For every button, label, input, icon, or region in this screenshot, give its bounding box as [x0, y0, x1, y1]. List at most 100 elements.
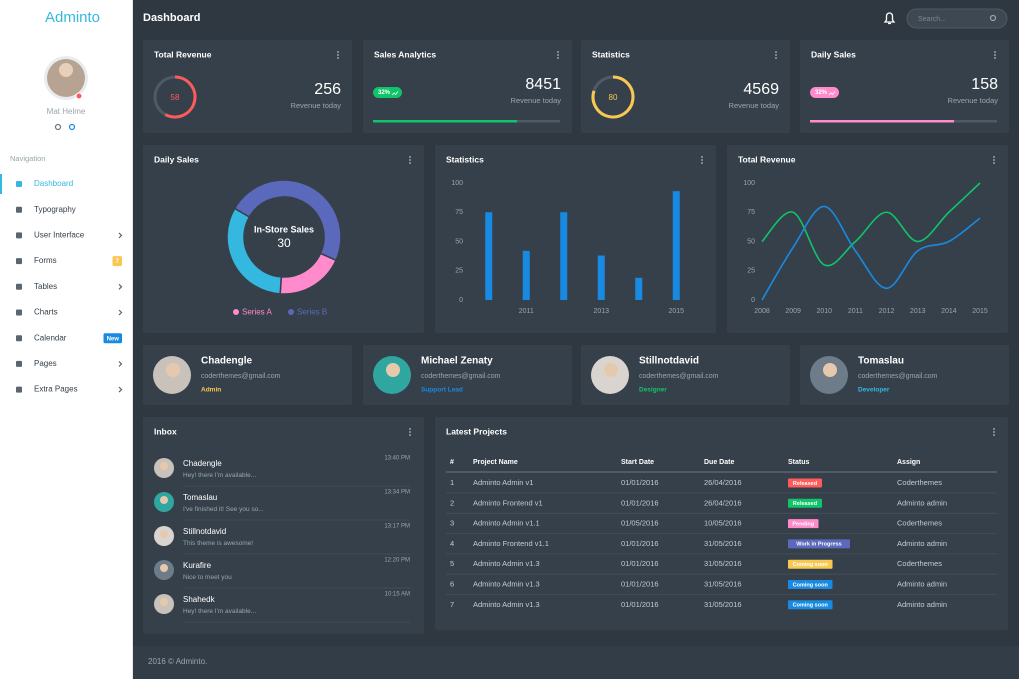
inbox-sender[interactable]: Chadengle [183, 459, 222, 468]
x-tick-label: 2008 [754, 308, 770, 315]
gauge-value: 58 [171, 93, 180, 102]
inbox-time: 10:15 AM [385, 592, 410, 598]
table-cell: 5 [450, 559, 454, 568]
menu-dot[interactable] [409, 431, 411, 433]
menu-dot[interactable] [993, 162, 995, 164]
table-cell: 01/01/2016 [621, 539, 659, 548]
menu-dot[interactable] [557, 54, 559, 56]
card [143, 40, 352, 133]
logout-icon[interactable] [68, 123, 76, 131]
menu-dot[interactable] [409, 434, 411, 436]
submenu-arrow [118, 309, 123, 316]
table-cell: Adminto Admin v1.1 [473, 519, 540, 528]
menu-dot[interactable] [337, 51, 339, 53]
menu-dot[interactable] [993, 428, 995, 430]
table-cell: 31/05/2016 [704, 559, 742, 568]
contact-email: coderthemes@gmail.com [201, 373, 281, 380]
card-title: Inbox [154, 426, 177, 436]
menu-dot[interactable] [775, 51, 777, 53]
menu-dot[interactable] [337, 54, 339, 56]
logo[interactable]: Adminto [45, 9, 100, 26]
menu-item[interactable]: Forms [34, 256, 57, 265]
menu-dot[interactable] [993, 431, 995, 433]
contact-avatar-face [386, 363, 400, 377]
menu-icon [16, 206, 22, 213]
card-title: Total Revenue [738, 154, 796, 164]
submenu-arrow [118, 386, 123, 393]
search-box[interactable] [906, 8, 1008, 29]
menu-item[interactable]: Charts [34, 308, 58, 317]
menu-item[interactable]: Calendar [34, 333, 67, 342]
contact-role: Designer [639, 387, 667, 394]
menu-item[interactable]: Extra Pages [34, 385, 78, 394]
active-indicator [0, 174, 2, 194]
menu-dot[interactable] [337, 57, 339, 59]
menu-item[interactable]: Dashboard [34, 179, 73, 188]
table-cell: Adminto Admin v1.3 [473, 600, 540, 609]
contact-name: Tomaslau [858, 356, 904, 367]
inbox-message: Nice to meet you [183, 574, 232, 581]
search-icon[interactable] [989, 14, 997, 22]
menu-dot[interactable] [409, 162, 411, 164]
table-cell: 10/05/2016 [704, 519, 742, 528]
card [143, 417, 424, 634]
inbox-sender[interactable]: Stillnotdavid [183, 527, 226, 536]
status-badge [788, 559, 833, 569]
card-title: Daily Sales [811, 49, 856, 59]
y-tick-label: 100 [451, 180, 463, 187]
table-cell: Coderthemes [897, 559, 942, 568]
gauge-arc [164, 75, 197, 119]
contact-email: coderthemes@gmail.com [858, 373, 938, 380]
menu-dot[interactable] [409, 428, 411, 430]
inbox-message: Hey! there I'm available... [183, 472, 256, 479]
progress-bar [810, 120, 954, 123]
menu-badge [112, 256, 122, 267]
menu-dot[interactable] [994, 54, 996, 56]
menu-dot[interactable] [409, 156, 411, 158]
menu-dot[interactable] [701, 156, 703, 158]
menu-dot[interactable] [701, 162, 703, 164]
menu-dot[interactable] [994, 51, 996, 53]
table-cell: 26/04/2016 [704, 478, 742, 487]
user-avatar[interactable] [47, 59, 85, 97]
table-cell: 2 [450, 498, 454, 507]
card-title: Sales Analytics [374, 49, 436, 59]
settings-icon[interactable] [54, 123, 62, 131]
card [800, 40, 1009, 133]
notification-icon[interactable] [883, 12, 896, 25]
menu-item[interactable]: Pages [34, 359, 57, 368]
menu-item[interactable]: User Interface [34, 231, 85, 240]
table-cell: Adminto admin [897, 600, 947, 609]
menu-dot[interactable] [994, 57, 996, 59]
menu-dot[interactable] [993, 159, 995, 161]
trend-icon [828, 91, 836, 96]
card-title: Latest Projects [446, 426, 507, 436]
stat-caption: Revenue today [948, 96, 999, 105]
inbox-sender[interactable]: Tomaslau [183, 493, 217, 502]
trend-badge [810, 87, 839, 98]
avatar-face [59, 63, 73, 77]
donut-segment[interactable] [226, 207, 283, 295]
x-tick-label: 2012 [879, 308, 895, 315]
table-cell: 26/04/2016 [704, 498, 742, 507]
x-tick-label: 2011 [848, 308, 863, 315]
gauge-value: 80 [609, 93, 618, 102]
donut-center-value: 30 [277, 236, 291, 250]
menu-dot[interactable] [775, 54, 777, 56]
menu-dot[interactable] [775, 57, 777, 59]
menu-dot[interactable] [993, 156, 995, 158]
menu-dot[interactable] [557, 51, 559, 53]
inbox-sender[interactable]: Shahedk [183, 595, 216, 604]
menu-dot[interactable] [701, 159, 703, 161]
status-badge [788, 478, 822, 488]
menu-item[interactable]: Typography [34, 205, 76, 214]
menu-dot[interactable] [993, 434, 995, 436]
inbox-sender[interactable]: Kurafire [183, 561, 212, 570]
card [581, 345, 790, 405]
menu-dot[interactable] [557, 57, 559, 59]
inbox-avatar-face [160, 530, 168, 538]
x-tick-label: 2011 [519, 308, 534, 315]
menu-item[interactable]: Tables [34, 282, 57, 291]
stat-value: 8451 [525, 76, 561, 93]
menu-dot[interactable] [409, 159, 411, 161]
